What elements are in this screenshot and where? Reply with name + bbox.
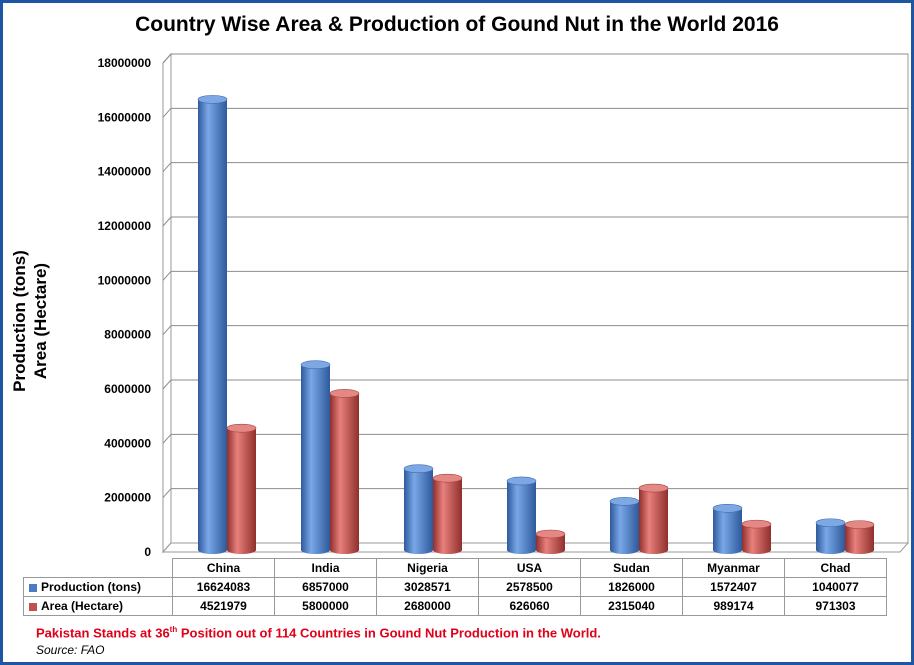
chart-title: Country Wise Area & Production of Gound … [135, 13, 779, 36]
y-tick-label: 10000000 [98, 273, 152, 287]
gridline-side [162, 53, 172, 64]
table-corner [24, 559, 173, 578]
bar-area-top [844, 520, 875, 529]
bar-area [845, 524, 874, 554]
table-cell: 2315040 [580, 596, 683, 616]
table-category: India [274, 558, 377, 578]
table-category: Chad [784, 558, 887, 578]
table-cell: 2578500 [478, 577, 581, 597]
bar-production [404, 468, 433, 554]
y-tick-label: 12000000 [98, 219, 152, 233]
gridline-side [162, 271, 172, 281]
bar-production-top [815, 518, 846, 528]
gridline-side [162, 379, 172, 390]
y-tick-label: 4000000 [104, 436, 151, 450]
footnote-text: Pakistan Stands at 36 [36, 625, 170, 641]
gridline-side [162, 108, 172, 118]
table-category: Sudan [580, 558, 683, 578]
bar-production-top [506, 476, 537, 486]
legend-label-area: Area (Hectare) [41, 599, 124, 613]
side-wall [162, 52, 172, 554]
table-category: Nigeria [376, 558, 479, 578]
plot-area: 0 2000000 4000000 6000000 8000000 10000000 120… [98, 52, 910, 559]
bar-area-top [638, 483, 669, 493]
gridline-side [162, 162, 172, 172]
y-tick-label: 2000000 [104, 491, 151, 505]
y-tick-label: 18000000 [98, 56, 152, 70]
bar-production-top [712, 503, 743, 513]
bar-area [639, 488, 668, 554]
gridline-side [162, 488, 172, 498]
table-cell: 5800000 [274, 596, 377, 616]
table-category: Myanmar [682, 558, 785, 578]
y-tick-label: 16000000 [98, 110, 152, 124]
bar-production [301, 364, 330, 554]
bar-area [330, 393, 359, 554]
table-cell: 626060 [478, 596, 581, 616]
gridline-side [162, 434, 172, 444]
table-cell: 16624083 [172, 577, 275, 597]
table-cell: 989174 [682, 596, 785, 616]
table-cell: 4521979 [172, 596, 275, 616]
footnote: Pakistan Stands at 36th Position out of … [36, 625, 601, 640]
table-row-area: Area (Hectare) 4521979 5800000 2680000 6… [23, 596, 887, 616]
bar-area-top [329, 389, 360, 398]
legend-label-production: Production (tons) [41, 580, 141, 594]
y-tick-label: 8000000 [104, 328, 151, 342]
legend-area: Area (Hectare) [23, 596, 173, 616]
bar-area-top [741, 519, 772, 529]
gridline-side [162, 216, 172, 227]
bar-production [713, 508, 742, 554]
footnote-superscript: th [169, 625, 178, 634]
table-cell: 971303 [784, 596, 887, 616]
bar-production [507, 480, 536, 554]
bar-area [742, 524, 771, 554]
bar-production-top [403, 464, 434, 474]
table-cell: 1040077 [784, 577, 887, 597]
data-table: China India Nigeria USA Sudan Myanmar Ch… [23, 558, 887, 616]
back-wall [170, 53, 909, 544]
bar-production [610, 501, 639, 554]
gridline-side [162, 325, 172, 335]
y-tick-label: 0 [144, 545, 151, 559]
table-category: USA [478, 558, 581, 578]
table-cell: 6857000 [274, 577, 377, 597]
bar-production [198, 99, 227, 554]
bar-area [433, 478, 462, 554]
table-cell: 1572407 [682, 577, 785, 597]
bar-area [536, 533, 565, 554]
table-cell: 1826000 [580, 577, 683, 597]
table-cell: 3028571 [376, 577, 479, 597]
bar-production [816, 522, 845, 554]
legend-swatch-area [29, 602, 37, 611]
bar-area-top [226, 423, 257, 433]
y-tick-label: 6000000 [104, 382, 151, 396]
legend-production: Production (tons) [23, 577, 173, 597]
footnote-text-end: Position out of 114 Countries in Gound N… [177, 625, 601, 641]
bar-production-top [609, 497, 640, 506]
bar-area [227, 428, 256, 554]
bar-area-top [432, 473, 463, 483]
bar-production-top [300, 360, 331, 370]
table-header-row: China India Nigeria USA Sudan Myanmar Ch… [24, 558, 887, 578]
table-category: China [172, 558, 275, 578]
bar-production-top [197, 95, 228, 104]
table-cell: 2680000 [376, 596, 479, 616]
source-note: Source: FAO [36, 643, 105, 657]
legend-swatch-production [29, 583, 37, 592]
bar-area-top [535, 529, 566, 539]
table-row-production: Production (tons) 16624083 6857000 30285… [23, 577, 887, 597]
y-tick-label: 14000000 [98, 165, 152, 179]
